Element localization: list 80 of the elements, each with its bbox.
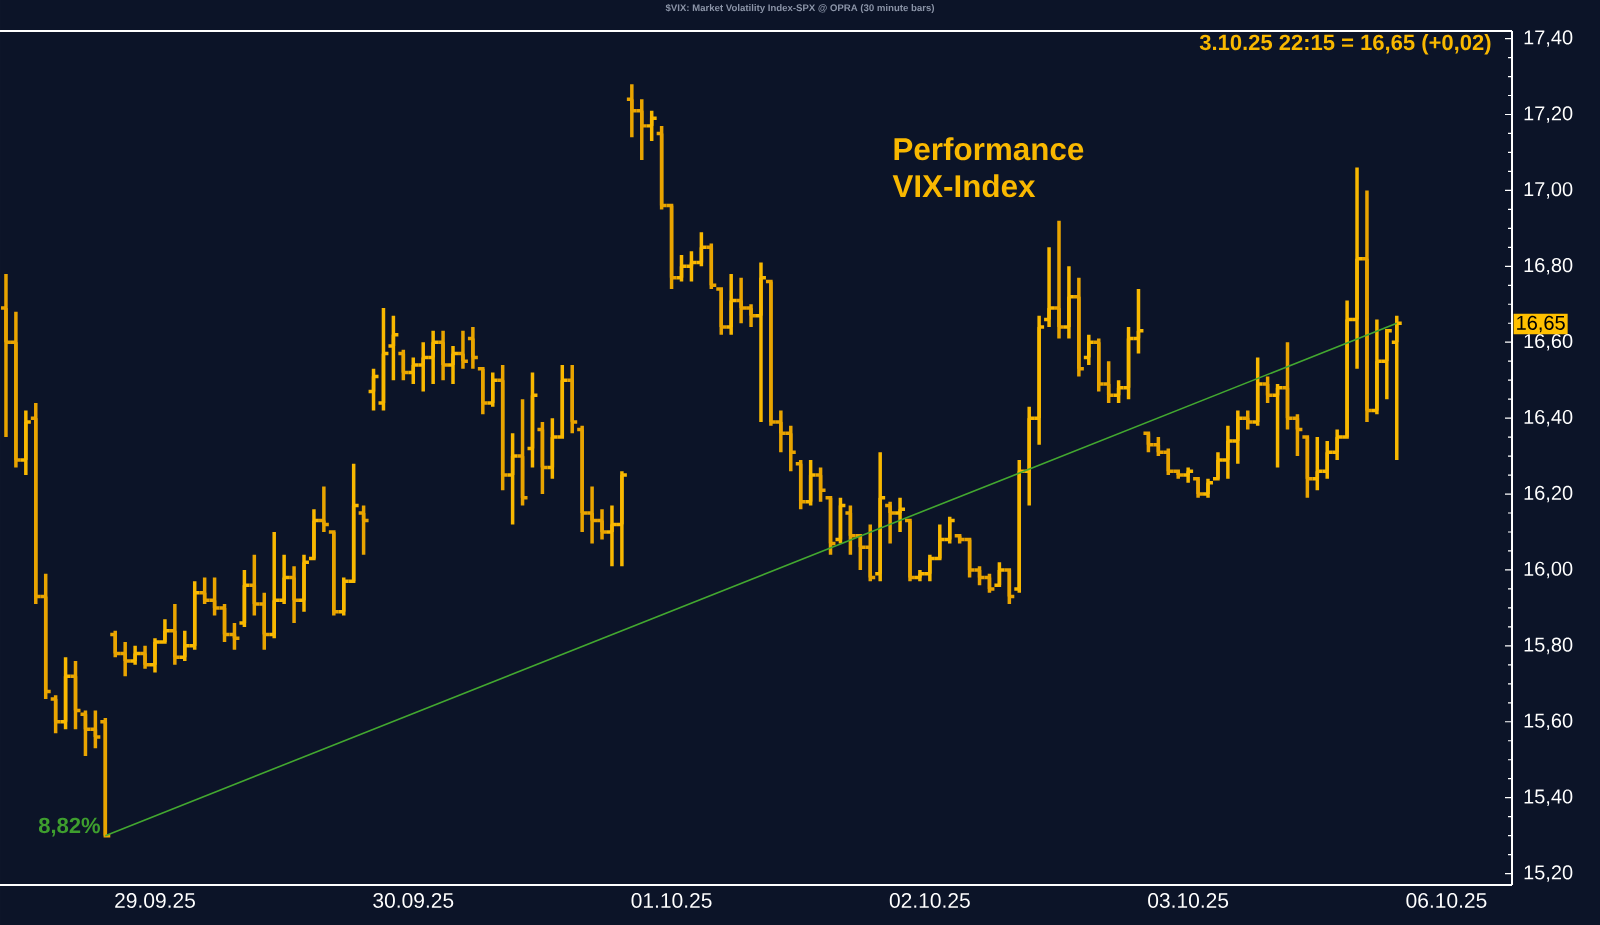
candlestick: [58, 655, 73, 732]
x-tick-label: 01.10.25: [631, 893, 712, 908]
y-tick-label: 17,40: [1524, 30, 1573, 47]
y-tick-label: 15,80: [1524, 637, 1573, 655]
candlestick: [396, 348, 411, 382]
candlestick: [873, 450, 887, 584]
candlestick: [128, 644, 142, 667]
x-tick-label: 30.09.25: [373, 893, 454, 908]
candlestick: [1062, 264, 1076, 341]
candlestick: [237, 568, 252, 629]
candlestick: [68, 659, 83, 732]
candlestick: [535, 420, 550, 496]
candlestick: [803, 458, 818, 508]
annotation: Performance VIX-Index: [892, 137, 1084, 198]
x-tick-label: 29.09.25: [115, 893, 195, 908]
candlestick: [356, 503, 371, 557]
candlestick: [724, 272, 738, 337]
x-tick-label: 03.10.25: [1148, 893, 1229, 908]
candlestick: [883, 499, 897, 546]
chart-title: $VIX: Market Volatility Index-SPX @ OPRA (30 minute bars): [665, 3, 935, 14]
y-tick-label: 16,00: [1524, 561, 1573, 579]
candlestick: [1042, 245, 1056, 329]
candlestick: [1270, 382, 1285, 470]
candlestick: [505, 431, 520, 527]
candlestick: [704, 241, 719, 291]
candlestick: [495, 363, 510, 492]
candlestick: [1241, 408, 1255, 432]
x-tick-label: 06.10.25: [1406, 893, 1487, 908]
candlestick: [1201, 477, 1215, 500]
annotation: 3.10.25 22:15 = 16,65 (+0,02): [1199, 34, 1491, 55]
y-tick-label: 15,60: [1524, 713, 1573, 731]
candlestick: [1191, 477, 1205, 500]
candlestick: [466, 325, 480, 371]
y-tick-label: 16,40: [1524, 409, 1573, 427]
candlestick: [19, 408, 33, 477]
candlestick: [486, 370, 500, 409]
candlestick: [1082, 332, 1096, 367]
x-tick-label: 02.10.25: [889, 893, 970, 908]
annotation: 8,82%: [38, 817, 101, 837]
candlestick: [456, 329, 470, 371]
y-tick-label: 15,20: [1524, 865, 1573, 882]
candlestick: [1250, 355, 1265, 428]
candlestick: [317, 484, 331, 534]
candlestick: [1360, 188, 1374, 424]
candlestick: [327, 530, 341, 618]
candlestick: [714, 287, 728, 337]
candlestick: [307, 507, 321, 561]
candlestick: [476, 367, 490, 417]
text: 16,65: [1517, 315, 1565, 333]
candlestick: [366, 367, 381, 413]
candlestick: [754, 260, 768, 424]
candlestick: [833, 496, 848, 546]
y-tick-label: 17,00: [1524, 182, 1573, 199]
candlestick: [386, 313, 401, 382]
candlestick: [168, 602, 182, 667]
y-tick-label: 16,80: [1524, 258, 1573, 275]
candlestick: [297, 553, 311, 614]
candlestick: [1072, 275, 1086, 379]
y-tick-label: 15,40: [1524, 789, 1573, 806]
y-tick-label: 16,20: [1524, 485, 1573, 503]
candlestick: [446, 344, 460, 386]
candlestick: [1390, 313, 1404, 462]
candlestick: [893, 496, 907, 534]
candlestick: [813, 465, 828, 504]
y-tick-label: 17,20: [1524, 106, 1573, 123]
candlestick: [1260, 374, 1275, 405]
candlestick: [1052, 219, 1066, 341]
candlestick: [138, 644, 152, 671]
candlestick: [565, 363, 579, 436]
candlestick: [376, 306, 391, 413]
candlestick: [644, 108, 659, 143]
candlestick: [903, 518, 917, 584]
candlestick: [794, 458, 808, 511]
candlestick: [1181, 465, 1195, 485]
candlestick: [287, 564, 301, 625]
y-tick-label: 16,60: [1524, 333, 1573, 351]
candlestick: [48, 693, 63, 735]
candlestick: [436, 329, 450, 382]
candlestick: [525, 370, 540, 470]
candlestick: [515, 397, 530, 508]
